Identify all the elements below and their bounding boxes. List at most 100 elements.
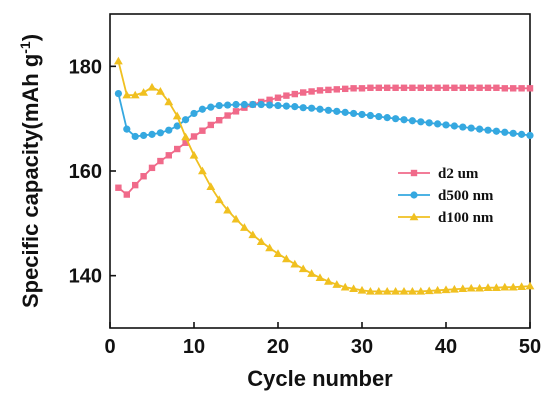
data-point-d2-um (266, 96, 273, 104)
data-point-d2-um (468, 84, 475, 91)
data-point-d100-nm (349, 284, 358, 293)
data-point-d100-nm (340, 282, 350, 291)
x-tick-label: 0 (104, 336, 115, 358)
data-point-d100-nm (466, 283, 476, 292)
data-point-d100-nm (265, 243, 274, 252)
data-point-d100-nm (298, 264, 308, 273)
data-point-d100-nm (483, 283, 493, 292)
data-point-d2-um (232, 108, 240, 115)
data-point-d100-nm (324, 277, 333, 285)
data-point-d100-nm (399, 286, 409, 295)
data-point-d500-nm (383, 114, 391, 122)
data-point-d100-nm (357, 285, 367, 294)
data-point-d500-nm (249, 100, 257, 109)
data-point-d100-nm (307, 269, 316, 277)
data-point-d2-um (392, 84, 399, 91)
data-point-d100-nm (391, 286, 400, 295)
series-layer (114, 56, 535, 295)
data-point-d500-nm (131, 132, 139, 141)
data-point-d2-um (342, 85, 349, 93)
data-point-d2-um (308, 88, 315, 95)
legend: d2 um d500 nm d100 nm (398, 166, 494, 226)
legend-swatch-marker (410, 169, 418, 177)
data-point-d100-nm (164, 97, 174, 106)
data-point-d100-nm (189, 150, 199, 159)
data-point-d500-nm (140, 131, 148, 140)
data-point-d100-nm (433, 285, 442, 294)
data-point-d100-nm (172, 111, 182, 120)
data-point-d2-um (216, 117, 223, 124)
x-axis-ticks: 0 10 20 30 40 50 (104, 322, 541, 358)
legend-label: d100 nm (438, 210, 494, 226)
data-point-d2-um (123, 191, 130, 198)
x-tick-label: 10 (183, 336, 205, 358)
data-point-d2-um (165, 152, 172, 159)
data-point-d100-nm (206, 182, 216, 190)
data-point-d500-nm (232, 100, 240, 109)
data-point-d500-nm (341, 108, 349, 116)
data-point-d100-nm (315, 273, 325, 282)
data-point-d100-nm (475, 283, 484, 292)
data-point-d2-um (157, 157, 164, 165)
data-point-d100-nm (290, 259, 300, 268)
x-tick-label: 20 (267, 336, 289, 358)
y-tick-label: 140 (69, 266, 102, 288)
data-point-d100-nm (214, 195, 224, 204)
data-point-d100-nm (139, 88, 148, 96)
data-point-d500-nm (224, 101, 232, 109)
data-point-d500-nm (198, 105, 206, 113)
y-axis-title-superscript: -1 (17, 41, 33, 54)
data-point-d2-um (148, 164, 156, 172)
data-point-d2-um (367, 84, 374, 91)
legend-swatch-marker (409, 212, 419, 221)
data-point-d2-um (426, 84, 433, 91)
data-point-d500-nm (324, 106, 332, 114)
data-point-d2-um (182, 139, 189, 146)
data-point-d500-nm (190, 109, 198, 118)
data-point-d2-um (409, 84, 416, 91)
data-point-d500-nm (526, 131, 534, 140)
data-point-d500-nm (434, 120, 442, 128)
data-point-d100-nm (424, 286, 434, 295)
x-tick-label: 40 (435, 336, 457, 358)
data-point-d2-um (442, 84, 450, 91)
data-point-d500-nm (240, 100, 248, 109)
data-point-d2-um (333, 86, 340, 93)
data-point-d500-nm (148, 130, 156, 138)
data-point-d2-um (400, 84, 408, 91)
data-point-d2-um (283, 92, 290, 99)
data-point-d500-nm (308, 104, 316, 112)
data-point-d100-nm (332, 280, 342, 288)
data-point-d2-um (484, 84, 492, 91)
data-point-d500-nm (173, 122, 181, 130)
data-point-d500-nm (501, 128, 509, 136)
y-axis-title-close: ) (18, 34, 43, 41)
data-point-d2-um (384, 84, 391, 91)
data-point-d500-nm (333, 107, 341, 115)
data-point-d100-nm (223, 205, 232, 214)
data-point-d100-nm (416, 286, 426, 295)
data-point-d500-nm (417, 118, 425, 126)
series-d100-nm (114, 56, 535, 295)
data-point-d2-um (358, 85, 366, 92)
data-point-d2-um (224, 112, 231, 119)
series-d500-nm (114, 89, 534, 141)
data-point-d100-nm (147, 82, 157, 91)
data-point-d2-um (291, 90, 298, 98)
data-point-d2-um (417, 84, 424, 91)
data-point-d2-um (316, 87, 324, 94)
data-point-d100-nm (450, 284, 459, 293)
data-point-d100-nm (122, 90, 132, 99)
data-point-d100-nm (198, 166, 207, 175)
data-point-d2-um (476, 84, 483, 91)
y-axis-title-main: Specific capacity(mAh g (18, 54, 43, 308)
data-point-d100-nm (441, 285, 451, 294)
data-point-d100-nm (458, 284, 468, 293)
data-point-d500-nm (215, 101, 223, 110)
data-point-d100-nm (240, 223, 249, 231)
data-point-d2-um (434, 84, 441, 91)
data-point-d500-nm (282, 102, 290, 110)
legend-item-d500-nm: d500 nm (398, 188, 494, 204)
data-point-d2-um (199, 127, 206, 134)
